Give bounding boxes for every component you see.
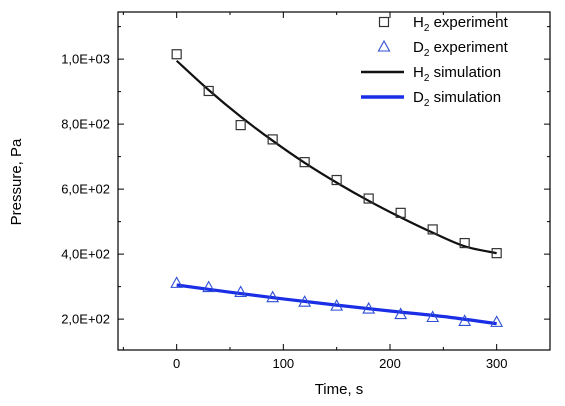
point-h2-experiment	[299, 157, 310, 168]
point-h2-experiment	[395, 207, 406, 218]
legend-label-3: D2 simulation	[413, 89, 501, 109]
x-tick-label: 300	[486, 356, 508, 371]
point-d2-experiment	[298, 295, 312, 307]
legend-marker-1	[377, 39, 391, 52]
point-d2-experiment	[458, 314, 472, 326]
point-h2-experiment	[491, 248, 502, 259]
point-h2-experiment	[459, 237, 470, 249]
legend-label-0: H2 experiment	[413, 14, 509, 34]
y-tick-label: 6,0E+02	[61, 182, 110, 197]
series-layer	[170, 49, 504, 327]
plot-border	[117, 11, 551, 351]
point-d2-experiment	[330, 298, 344, 311]
point-h2-experiment	[235, 119, 246, 131]
point-d2-experiment	[394, 307, 408, 320]
series-line-h2-simulation	[175, 59, 497, 255]
point-d2-experiment	[202, 280, 216, 293]
point-d2-experiment	[170, 276, 184, 288]
point-d2-experiment	[362, 301, 376, 314]
x-tick-label: 0	[173, 356, 180, 371]
y-tick-label: 2,0E+02	[61, 312, 110, 327]
tick-labels: 0 100 200 300 2,0E+02 4,0E+02 6,0E+02 8,0E+02 1,…	[61, 52, 507, 371]
x-tick-label: 100	[272, 356, 294, 371]
series-line-d2-simulation	[176, 283, 497, 326]
point-h2-experiment	[331, 174, 342, 186]
axis-ticks	[118, 12, 551, 350]
legend: H2 experiment D2 experiment H2 simulation D…	[361, 14, 509, 109]
legend-marker-0	[378, 16, 390, 28]
point-h2-experiment	[267, 134, 278, 145]
legend-label-1: D2 experiment	[413, 39, 509, 59]
y-tick-label: 1,0E+03	[61, 52, 110, 67]
x-tick-label: 200	[379, 356, 401, 371]
legend-label-2: H2 simulation	[413, 64, 501, 84]
point-d2-experiment	[490, 315, 504, 327]
point-h2-experiment	[427, 224, 438, 235]
plot-frame	[117, 11, 551, 351]
point-d2-experiment	[266, 290, 280, 303]
point-h2-experiment	[203, 85, 214, 97]
point-h2-experiment	[171, 49, 182, 60]
point-h2-experiment	[363, 193, 374, 204]
point-d2-experiment	[426, 310, 440, 323]
y-tick-label: 4,0E+02	[61, 247, 110, 262]
point-d2-experiment	[234, 285, 248, 298]
y-axis-label: Pressure, Pa	[8, 138, 25, 225]
y-tick-label: 8,0E+02	[61, 117, 110, 132]
x-axis-label: Time, s	[315, 381, 364, 398]
